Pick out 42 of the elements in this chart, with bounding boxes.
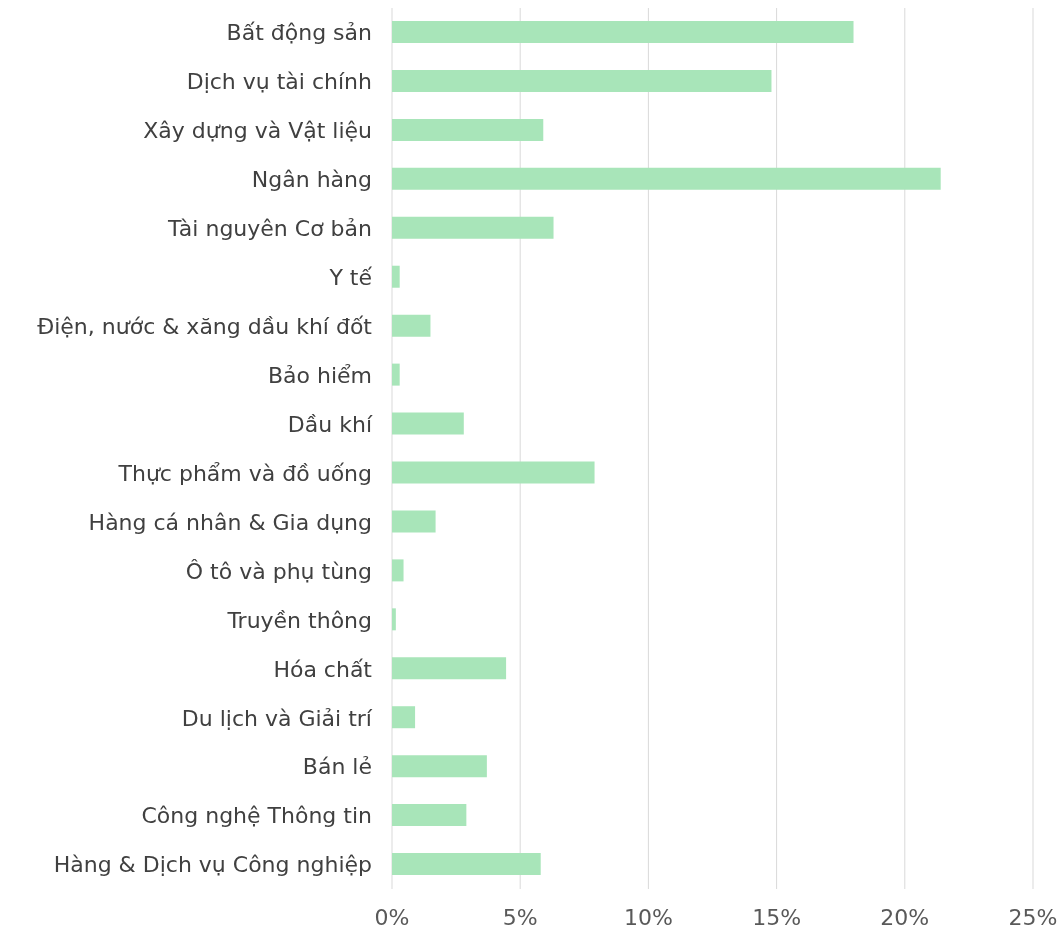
- bar: [392, 608, 396, 631]
- y-tick-label: Dầu khí: [287, 411, 373, 437]
- y-tick-label: Hóa chất: [273, 656, 373, 682]
- x-tick-label: 15%: [752, 904, 802, 930]
- bar: [392, 657, 507, 680]
- bar: [392, 69, 772, 92]
- x-tick-label: 20%: [880, 904, 930, 930]
- y-tick-label: Y tế: [328, 265, 373, 290]
- bar: [392, 21, 854, 43]
- x-tick-label: 25%: [1008, 904, 1058, 930]
- y-tick-label: Du lịch và Giải trí: [181, 705, 373, 731]
- bar: [392, 853, 541, 876]
- y-tick-label: Dịch vụ tài chính: [186, 69, 372, 95]
- bar: [392, 755, 487, 778]
- y-tick-label: Hàng & Dịch vụ Công nghiệp: [53, 852, 372, 878]
- y-tick-label: Ngân hàng: [251, 167, 372, 193]
- bar: [392, 118, 544, 141]
- bar: [392, 461, 595, 484]
- y-tick-label: Tài nguyên Cơ bản: [166, 216, 372, 242]
- bar: [392, 216, 554, 239]
- y-tick-label: Ô tô và phụ tùng: [185, 558, 372, 584]
- y-tick-label: Hàng cá nhân & Gia dụng: [88, 509, 372, 535]
- y-tick-label: Truyền thông: [226, 607, 372, 633]
- bar: [392, 314, 431, 337]
- y-tick-label: Công nghệ Thông tin: [141, 803, 372, 829]
- bar: [392, 265, 400, 288]
- bar: [392, 412, 464, 435]
- y-tick-label: Bảo hiểm: [267, 362, 372, 388]
- bar: [392, 167, 941, 190]
- x-tick-label: 0%: [374, 904, 410, 930]
- x-tick-label: 5%: [502, 904, 538, 930]
- bar: [392, 510, 436, 533]
- y-tick-label: Xây dựng và Vật liệu: [143, 118, 372, 144]
- y-tick-label: Điện, nước & xăng dầu khí đốt: [37, 313, 373, 339]
- bar: [392, 363, 400, 386]
- y-tick-label: Bán lẻ: [302, 754, 372, 780]
- bar: [392, 804, 467, 827]
- bar: [392, 559, 404, 582]
- y-tick-label: Bất động sản: [226, 20, 372, 46]
- bar: [392, 706, 416, 729]
- y-tick-label: Thực phẩm và đồ uống: [117, 460, 372, 486]
- x-tick-label: 10%: [623, 904, 673, 930]
